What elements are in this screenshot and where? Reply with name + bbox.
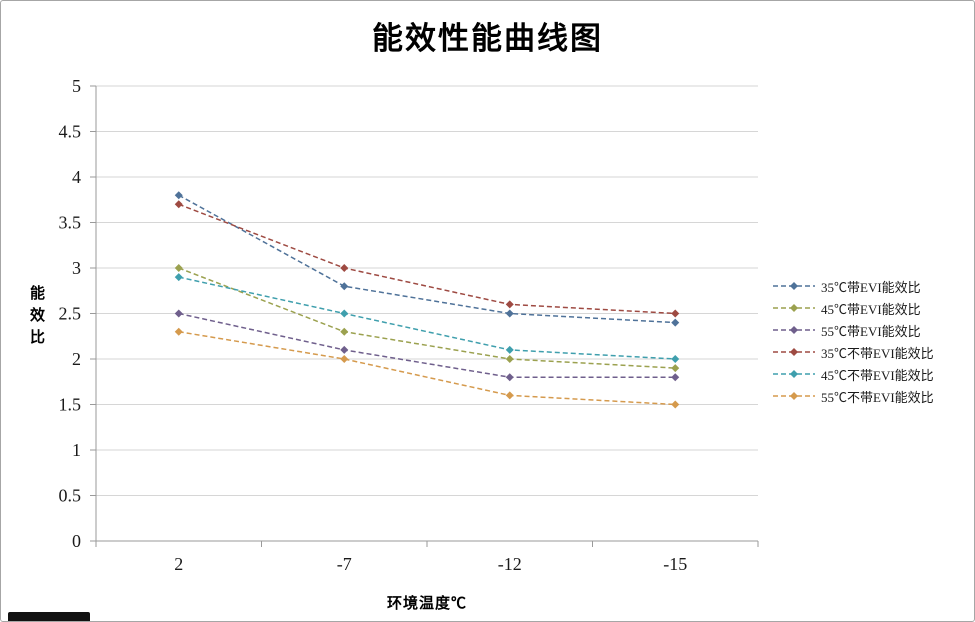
data-point-marker (340, 345, 349, 354)
y-tick-label: 0 (72, 531, 81, 551)
y-tick-label: 0.5 (59, 486, 82, 506)
data-point-marker (174, 327, 183, 336)
data-point-marker (174, 200, 183, 209)
legend-line-marker-icon (773, 326, 815, 334)
legend-label: 55℃带EVI能效比 (821, 323, 921, 339)
data-point-marker (340, 309, 349, 318)
x-axis-title: 环境温度℃ (386, 595, 467, 612)
legend: 35℃带EVI能效比 45℃带EVI能效比 55℃带EVI能效比 35℃不带EVI能效… (771, 278, 934, 405)
legend-label: 55℃不带EVI能效比 (821, 389, 934, 405)
series-line (178, 194, 676, 324)
data-point-marker (340, 355, 349, 363)
y-axis-title: 能效比 (29, 285, 45, 346)
y-tick-label: 3 (72, 258, 81, 278)
data-point-marker (505, 300, 514, 309)
data-point-marker (505, 391, 514, 400)
data-point-marker (340, 327, 349, 336)
y-tick-label: 3.5 (59, 213, 82, 233)
data-point-marker (174, 273, 183, 282)
series-line (178, 330, 676, 406)
data-point-marker (671, 355, 680, 363)
x-tick-label: 2 (174, 554, 183, 574)
data-point-marker (671, 373, 680, 382)
series-line (178, 203, 676, 315)
legend-item: 45℃不带EVI能效比 (771, 366, 934, 383)
legend-line-marker-icon (773, 348, 815, 356)
data-point-marker (174, 264, 183, 272)
data-point-marker (505, 345, 514, 354)
legend-label: 35℃不带EVI能效比 (821, 345, 934, 361)
y-tick-label: 4.5 (59, 122, 82, 142)
series-line (178, 312, 676, 378)
data-point-marker (174, 309, 183, 318)
legend-line-marker-icon (773, 392, 815, 400)
legend-item: 35℃不带EVI能效比 (771, 344, 934, 361)
series-line (178, 276, 676, 360)
legend-line-marker-icon (773, 282, 815, 290)
data-point-marker (174, 191, 183, 200)
legend-label: 45℃不带EVI能效比 (821, 367, 934, 383)
data-point-marker (671, 400, 680, 409)
data-point-marker (340, 264, 349, 272)
legend-item: 35℃带EVI能效比 (771, 278, 934, 295)
data-point-marker (671, 364, 680, 373)
data-point-marker (340, 282, 349, 291)
legend-item: 55℃带EVI能效比 (771, 322, 934, 339)
y-tick-label: 2 (72, 349, 81, 369)
data-point-marker (505, 355, 514, 363)
legend-item: 55℃不带EVI能效比 (771, 388, 934, 405)
data-point-marker (505, 373, 514, 382)
bottom-left-bar (8, 612, 90, 621)
y-tick-label: 1.5 (59, 395, 82, 415)
legend-line-marker-icon (773, 370, 815, 378)
data-point-marker (671, 309, 680, 318)
y-tick-label: 2.5 (59, 304, 82, 324)
x-tick-label: -7 (337, 554, 352, 574)
x-tick-label: -15 (663, 554, 687, 574)
y-tick-label: 5 (72, 76, 81, 96)
legend-item: 45℃带EVI能效比 (771, 300, 934, 317)
legend-label: 45℃带EVI能效比 (821, 301, 921, 317)
legend-label: 35℃带EVI能效比 (821, 279, 921, 295)
x-tick-label: -12 (498, 554, 522, 574)
data-point-marker (671, 318, 680, 327)
series-line (178, 267, 676, 369)
chart-title: 能效性能曲线图 (372, 21, 603, 56)
y-tick-label: 1 (72, 440, 81, 460)
y-tick-label: 4 (72, 167, 81, 187)
data-point-marker (505, 309, 514, 318)
legend-line-marker-icon (773, 304, 815, 312)
